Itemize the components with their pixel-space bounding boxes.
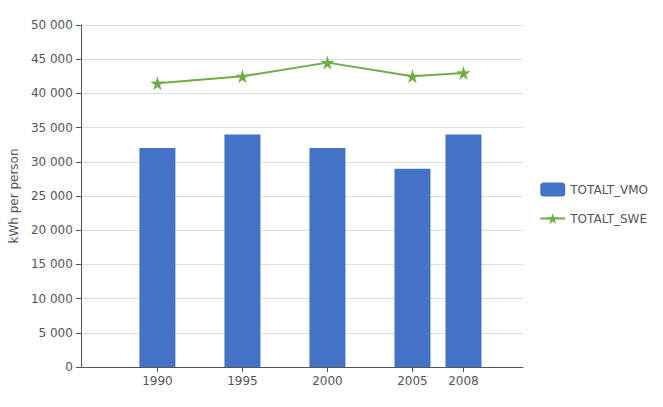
svg-text:1995: 1995 bbox=[227, 374, 258, 388]
svg-text:2005: 2005 bbox=[397, 374, 428, 388]
svg-text:5 000: 5 000 bbox=[39, 326, 73, 340]
svg-text:20 000: 20 000 bbox=[31, 223, 73, 237]
svg-text:TOTALT_VMO: TOTALT_VMO bbox=[569, 183, 648, 197]
svg-text:45 000: 45 000 bbox=[31, 52, 73, 66]
svg-text:35 000: 35 000 bbox=[31, 121, 73, 135]
svg-text:40 000: 40 000 bbox=[31, 86, 73, 100]
svg-text:30 000: 30 000 bbox=[31, 155, 73, 169]
svg-text:TOTALT_SWE: TOTALT_SWE bbox=[569, 212, 647, 226]
svg-text:50 000: 50 000 bbox=[31, 18, 73, 32]
svg-text:25 000: 25 000 bbox=[31, 189, 73, 203]
svg-text:kWh per person: kWh per person bbox=[7, 148, 21, 243]
svg-text:15 000: 15 000 bbox=[31, 257, 73, 271]
svg-text:0: 0 bbox=[65, 360, 73, 374]
svg-text:1990: 1990 bbox=[142, 374, 173, 388]
svg-text:10 000: 10 000 bbox=[31, 292, 73, 306]
svg-text:2008: 2008 bbox=[448, 374, 479, 388]
svg-text:2000: 2000 bbox=[312, 374, 343, 388]
